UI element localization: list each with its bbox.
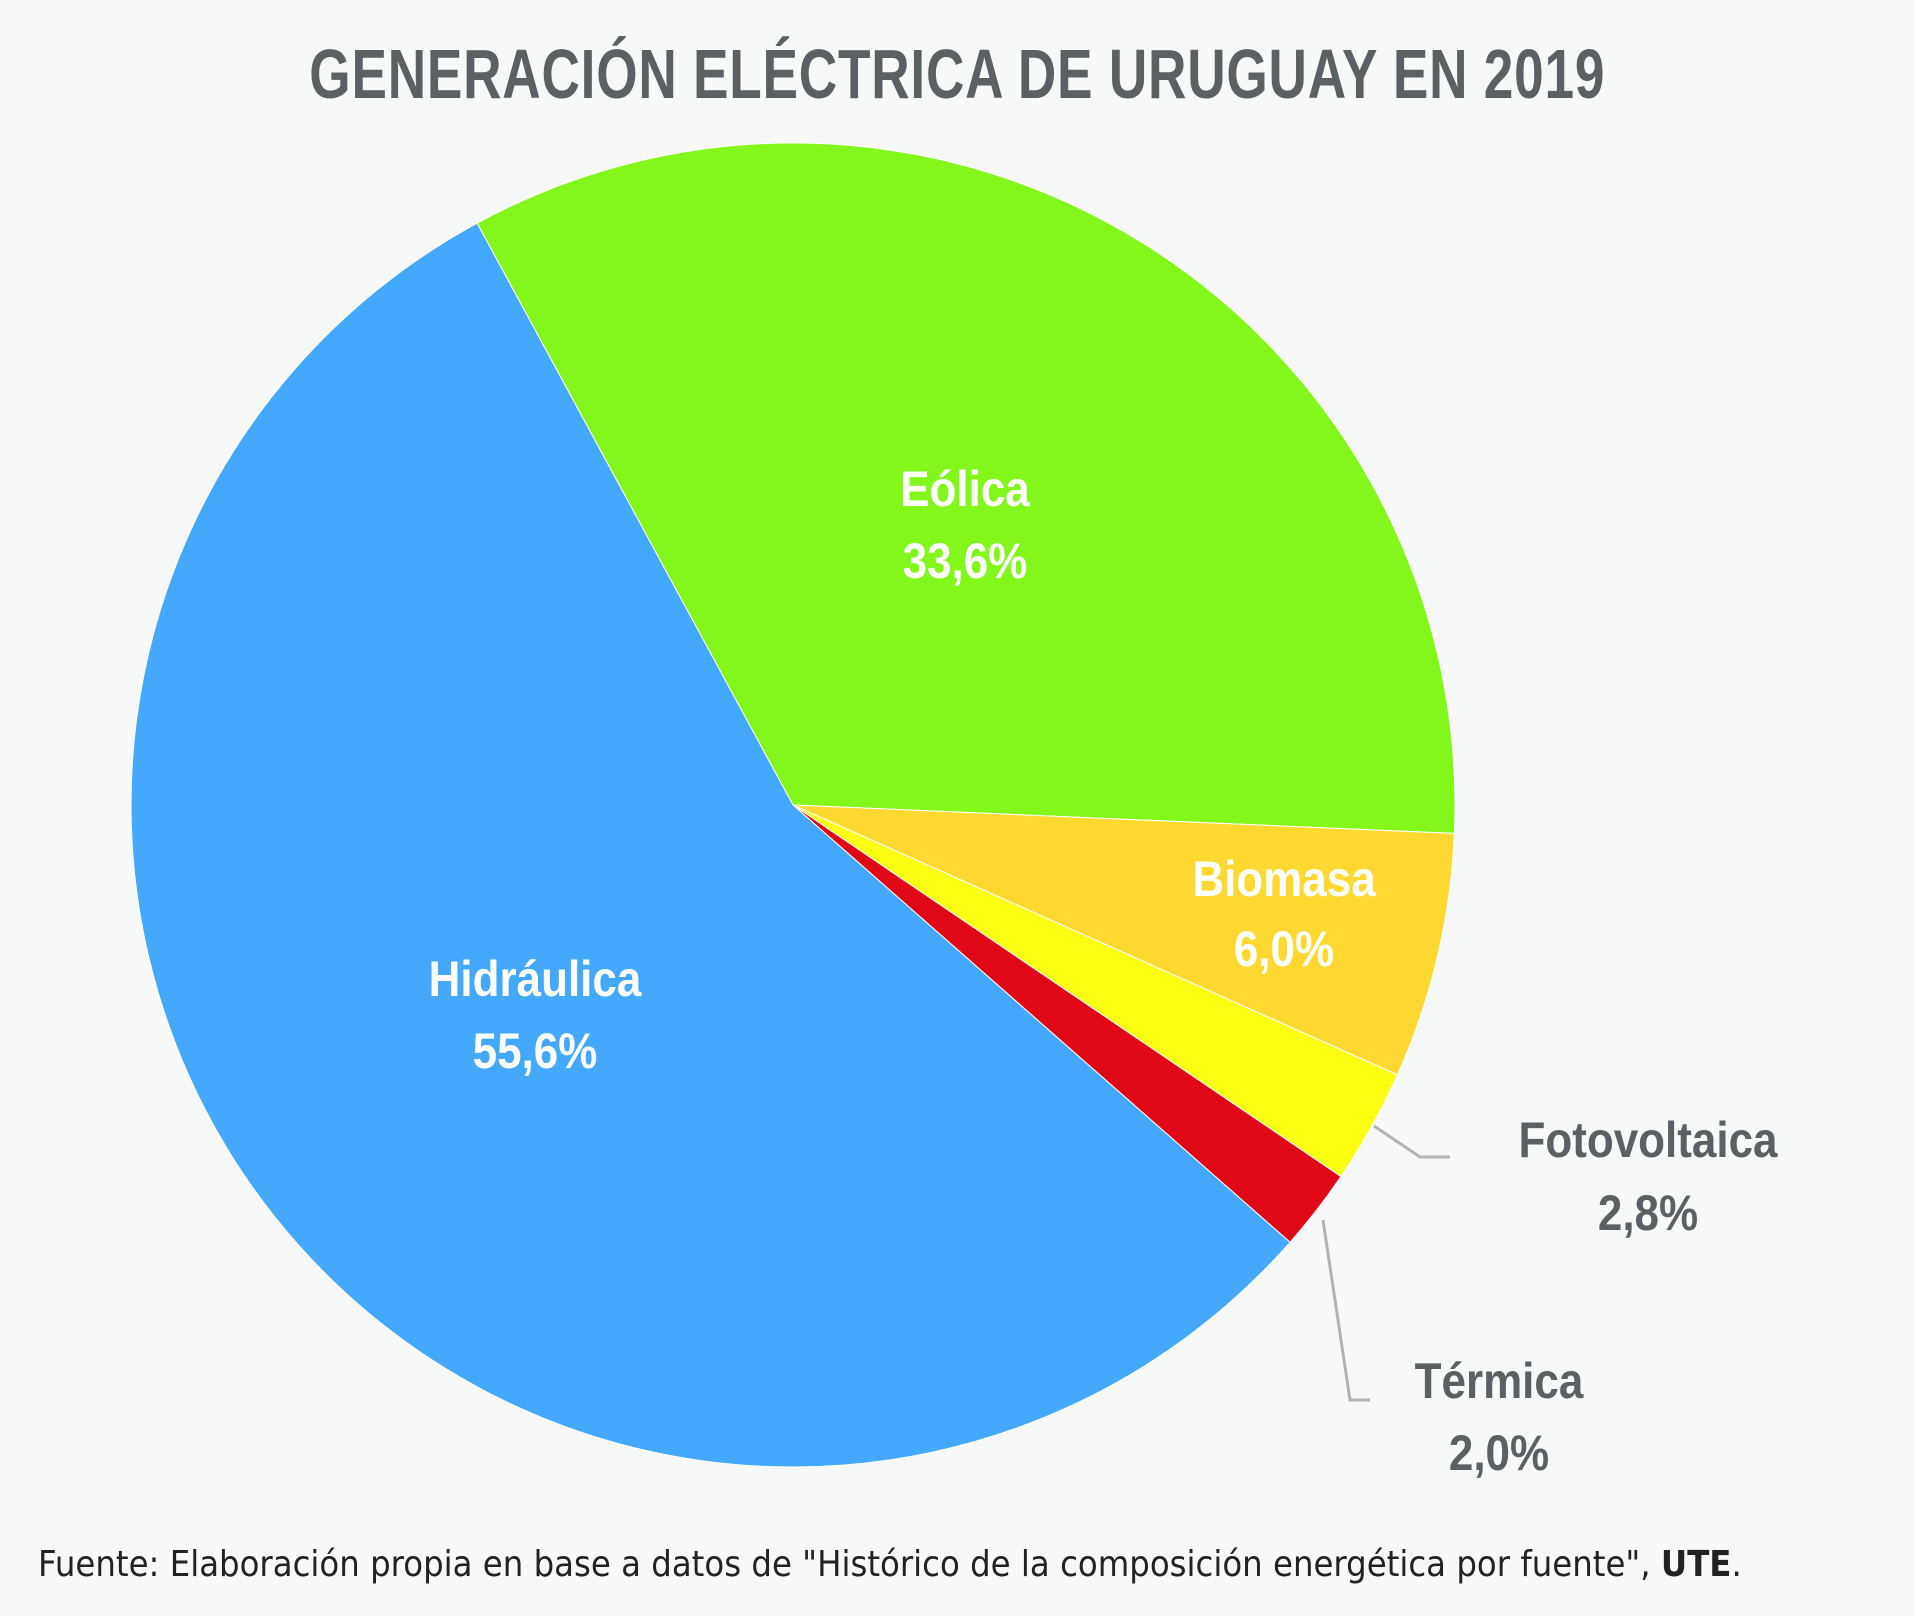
slice-biomasa bbox=[792, 804, 1455, 1076]
slice-value-eolica: 33,6% bbox=[903, 532, 1028, 588]
slice-label-fotovoltaica: Fotovoltaica bbox=[1518, 1111, 1778, 1167]
pie-slices bbox=[130, 142, 1456, 1468]
leader-line-fotovoltaica bbox=[1373, 1124, 1450, 1159]
slice-label-termica: Térmica bbox=[1415, 1352, 1584, 1408]
source-org: UTE bbox=[1660, 1544, 1732, 1585]
slice-label-hidraulica: Hidráulica bbox=[429, 950, 642, 1006]
slice-label-biomasa: Biomasa bbox=[1192, 850, 1376, 906]
slice-value-biomasa: 6,0% bbox=[1234, 920, 1334, 976]
slice-labels: Eólica 33,6% Biomasa 6,0% Fotovoltaica 2,8% Té… bbox=[429, 460, 1779, 1480]
leader-lines bbox=[1321, 1124, 1450, 1402]
slice-value-termica: 2,0% bbox=[1449, 1424, 1549, 1480]
slice-label-eolica: Eólica bbox=[900, 460, 1030, 516]
slice-eolica bbox=[476, 142, 1456, 834]
source-end: . bbox=[1731, 1544, 1742, 1585]
slice-hidraulica bbox=[130, 222, 1291, 1468]
leader-line-termica bbox=[1321, 1219, 1370, 1402]
slice-value-hidraulica: 55,6% bbox=[473, 1022, 598, 1078]
slice-value-fotovoltaica: 2,8% bbox=[1598, 1184, 1698, 1240]
source-note: Fuente: Elaboración propia en base a dat… bbox=[38, 1544, 1748, 1585]
chart-title: GENERACIÓN ELÉCTRICA DE URUGUAY EN 2019 bbox=[309, 35, 1606, 113]
source-text: Fuente: Elaboración propia en base a dat… bbox=[38, 1544, 1661, 1585]
